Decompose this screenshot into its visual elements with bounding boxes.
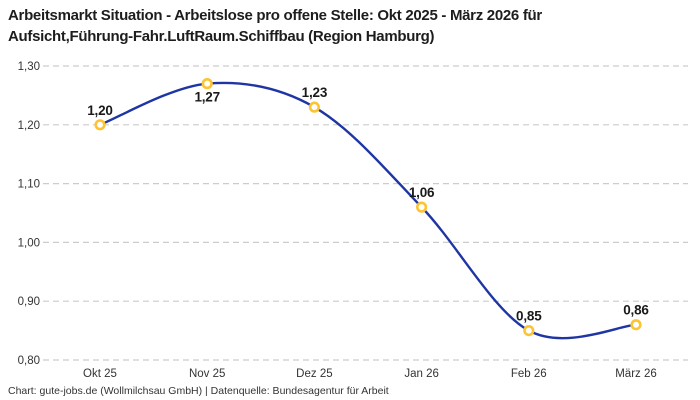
data-point-marker [94, 119, 106, 131]
y-tick-label: 1,30 [18, 61, 40, 73]
chart-title-line2: Aufsicht,Führung-Fahr.LuftRaum.Schiffbau… [8, 28, 435, 45]
data-point-marker [523, 325, 535, 337]
x-tick-label: Dez 25 [296, 368, 332, 380]
data-point-marker [630, 319, 642, 331]
data-point-marker [201, 78, 213, 90]
x-tick-label: Nov 25 [189, 368, 225, 380]
x-tick-label: Jan 26 [404, 368, 439, 380]
y-tick-label: 0,80 [18, 355, 40, 367]
chart-title-line1: Arbeitsmarkt Situation - Arbeitslose pro… [8, 7, 542, 24]
data-point-marker [308, 101, 321, 113]
data-point-label: 1,06 [409, 185, 435, 200]
chart-footer: Chart: gute-jobs.de (Wollmilchsau GmbH) … [8, 385, 389, 397]
data-point-label: 1,20 [87, 103, 112, 118]
y-tick-label: 0,90 [18, 296, 40, 308]
data-point-label: 1,23 [302, 85, 328, 100]
data-point-label: 0,86 [623, 303, 649, 318]
series-line [98, 81, 638, 340]
x-tick-label: Okt 25 [83, 368, 117, 380]
y-tick-label: 1,00 [18, 237, 40, 249]
data-point-label: 0,85 [516, 309, 542, 324]
data-point-marker [416, 201, 428, 213]
x-tick-label: März 26 [615, 368, 657, 380]
y-tick-label: 1,10 [18, 179, 40, 191]
x-tick-label: Feb 26 [511, 368, 547, 380]
y-tick-label: 1,20 [18, 120, 40, 132]
chart-title: Arbeitsmarkt Situation - Arbeitslose pro… [8, 5, 542, 47]
data-point-label: 1,27 [194, 90, 219, 105]
